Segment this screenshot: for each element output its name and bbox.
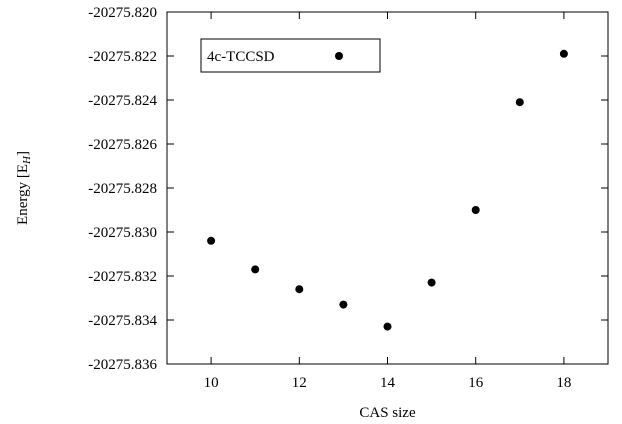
x-tick-label: 12 <box>292 375 307 391</box>
x-tick-label: 18 <box>556 375 571 391</box>
data-points <box>207 49 568 331</box>
y-axis-title-subscript: H <box>21 155 33 165</box>
y-tick-label: -20275.836 <box>88 357 157 373</box>
y-tick-label: -20275.832 <box>88 269 157 285</box>
legend: 4c-TCCSD <box>200 38 381 73</box>
data-point <box>251 265 260 274</box>
x-axis-title: CAS size <box>359 405 416 421</box>
legend-label-4c-tccsd: 4c-TCCSD <box>207 49 275 65</box>
x-tick-label: 14 <box>380 375 396 391</box>
y-tick-label: -20275.834 <box>88 313 157 329</box>
data-point <box>295 285 304 294</box>
data-point <box>339 300 348 309</box>
x-axis: 10 12 14 16 18 <box>204 12 571 391</box>
y-axis: -20275.836 -20275.834 -20275.832 -20275.830… <box>88 5 608 373</box>
x-tick-label: 16 <box>468 375 484 391</box>
y-tick-label: -20275.830 <box>88 225 157 241</box>
data-point <box>427 278 436 287</box>
y-tick-label: -20275.828 <box>88 181 157 197</box>
y-tick-label: -20275.820 <box>88 5 157 21</box>
y-tick-label: -20275.822 <box>88 49 157 65</box>
data-point <box>471 206 480 214</box>
x-tick-label: 10 <box>204 375 219 391</box>
y-axis-title-main: Energy [E <box>15 164 31 225</box>
data-point <box>207 236 216 245</box>
data-point <box>559 49 568 58</box>
data-point <box>515 98 524 107</box>
y-axis-title-close: ] <box>15 151 31 156</box>
legend-marker <box>335 52 343 60</box>
y-tick-label: -20275.824 <box>88 93 157 109</box>
y-tick-label: -20275.826 <box>88 137 157 153</box>
data-point <box>383 322 392 331</box>
legend-box <box>200 38 381 73</box>
y-axis-title: Energy [EH] <box>15 151 33 225</box>
